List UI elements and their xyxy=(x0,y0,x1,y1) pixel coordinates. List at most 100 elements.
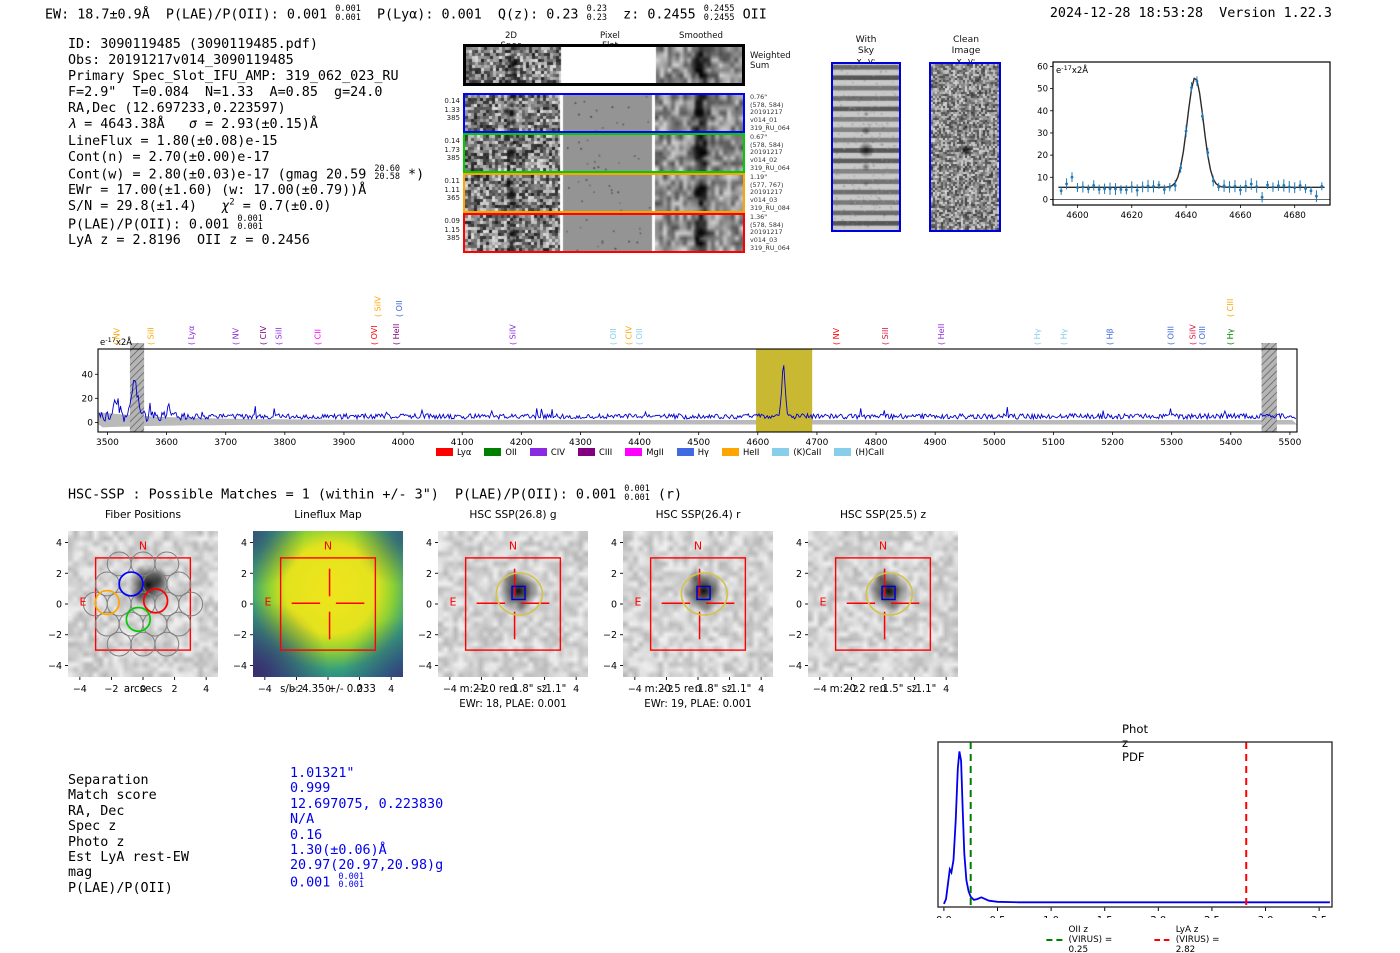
line-label-SiII: ( SiII xyxy=(147,327,156,345)
photz-title: Phot z PDF xyxy=(1122,722,1148,764)
x-tick-label: −4 xyxy=(73,684,87,695)
row-right-value: 0.67" xyxy=(750,133,768,141)
x-tick-label: 5200 xyxy=(1101,438,1124,448)
line-label-CIII: ( CIII xyxy=(1226,299,1235,317)
data-point xyxy=(1304,187,1307,190)
row-left-value: 0.14 xyxy=(444,97,460,105)
data-point xyxy=(1162,188,1166,191)
y-tick-label: −2 xyxy=(603,630,617,641)
legend-label: CIV xyxy=(550,447,565,457)
compass-east-label: E xyxy=(265,596,272,609)
x-tick-label: 0 xyxy=(880,684,886,695)
x-tick-label: 4000 xyxy=(392,438,415,448)
row-right-value: 319_RU_064 xyxy=(750,163,790,172)
cutout-caption-4-0: m:20.2 re:1.5" s:1.1" xyxy=(829,684,937,695)
exposure-row-0-image xyxy=(465,95,743,131)
x-tick-label: 0.5 xyxy=(990,915,1006,918)
fiber-circle xyxy=(178,591,204,617)
x-tick-label: 4 xyxy=(203,684,209,695)
match-value-0: 1.01321" xyxy=(290,766,355,781)
row-left-labels-3: 0.09 1.15 385 xyxy=(432,217,460,243)
y-tick-label: 60 xyxy=(1037,62,1048,72)
y-tick-label: 2 xyxy=(796,569,802,580)
hsc-matches-header: HSC-SSP : Possible Matches = 1 (within +… xyxy=(68,484,683,503)
data-point xyxy=(1103,187,1106,191)
photz-legend-item: OII z (VIRUS) = 0.25 xyxy=(1046,925,1116,953)
y-tick-label: −2 xyxy=(418,630,432,641)
flux-units-label: e-17x2Å xyxy=(1056,64,1088,76)
y-tick-label: 10 xyxy=(1037,173,1048,183)
x-tick-label: 4200 xyxy=(510,438,533,448)
clean-image-title-text: Clean Image xyxy=(951,34,981,56)
plot-border xyxy=(97,348,1298,433)
line-label-SiIV: ( SiIV xyxy=(1188,324,1197,345)
legend-label: (K)CaII xyxy=(793,447,822,457)
x-tick-label: 5500 xyxy=(1278,438,1301,448)
line-label-HeII: ( HeII xyxy=(937,324,946,345)
photz-pdf-curve xyxy=(943,751,1330,905)
compass-north-label: N xyxy=(139,539,147,552)
legend-label: MgII xyxy=(646,447,664,457)
row-right-labels-0: 0.76" (578, 584) 20191217 v014_01 319_RU_064 xyxy=(750,93,790,133)
legend-label: HeII xyxy=(743,447,760,457)
x-tick-label: −2 xyxy=(289,684,303,695)
data-point xyxy=(1114,187,1117,191)
line-label-Hβ: ( Hβ xyxy=(1106,328,1115,345)
stacked-fraction: 0.23 0.23 xyxy=(586,4,608,23)
row-right-value: v014_03 xyxy=(750,236,778,245)
row-left-labels-2: 0.11 1.11 365 xyxy=(432,177,460,203)
data-point xyxy=(1065,182,1068,186)
data-point xyxy=(1086,187,1090,191)
y-tick-label: −4 xyxy=(603,661,617,672)
x-tick-label: 3600 xyxy=(155,438,178,448)
with-sky-image xyxy=(831,62,901,232)
y-tick-label: 2 xyxy=(56,569,62,580)
data-point xyxy=(1266,183,1269,187)
legend-swatch xyxy=(834,448,852,456)
header-summary: EW: 18.7±0.9Å P(LAE)/P(OII): 0.001 0.001… xyxy=(45,4,767,23)
row-left-value: 385 xyxy=(446,154,460,163)
spectrum-line xyxy=(98,365,1297,423)
data-point xyxy=(1135,188,1139,192)
masked-region-band xyxy=(1261,343,1277,432)
info-line-3: F=2.9" T=0.084 N=1.33 A=0.85 g=24.0 xyxy=(68,85,383,101)
fiber-circle xyxy=(166,571,192,597)
data-point xyxy=(1260,195,1264,199)
compass-north-label: N xyxy=(509,539,517,552)
cutout-image-1 xyxy=(253,531,403,677)
line-label-SiII: ( SiII xyxy=(274,327,283,345)
cutout-caption-2-0: m:21.0 re:1.8" s:1.1" xyxy=(459,684,567,695)
x-tick-label: 3500 xyxy=(96,438,119,448)
info-line-2: Primary Spec_Slot_IFU_AMP: 319_062_023_R… xyxy=(68,69,399,85)
stacked-fraction: 0.2455 0.2455 xyxy=(703,4,735,23)
legend-swatch xyxy=(529,448,547,456)
data-point xyxy=(1222,184,1226,188)
cutout-overlay-1: −4 −4 −2 −2 0 0 2 2 4 4 N E xyxy=(233,538,394,695)
y-tick-label: 4 xyxy=(241,538,247,549)
plot-border xyxy=(1052,61,1331,206)
data-point xyxy=(1200,114,1204,118)
legend-swatch xyxy=(772,448,790,456)
row-right-value: 1.19" xyxy=(750,173,768,181)
gaussian-fit-line xyxy=(1058,77,1325,188)
catalog-aperture-ellipse xyxy=(680,572,729,616)
line-label-SiIV: ( SiIV xyxy=(508,324,517,345)
match-label-7: P(LAE)/P(OII) xyxy=(68,880,173,896)
data-point xyxy=(1076,186,1079,189)
cutout-overlay-2: −4 −4 −2 −2 0 0 2 2 4 4 N E xyxy=(418,538,579,695)
cutout-title-4: HSC SSP(25.5) z xyxy=(839,509,927,521)
extraction-box xyxy=(279,557,377,651)
row-left-value: 0.11 xyxy=(444,177,460,185)
match-value-5: 1.30(±0.06)Å xyxy=(290,843,387,859)
cutout-image-4 xyxy=(808,531,958,677)
match-table-values: 1.01321" 0.999 12.697075, 0.223830 N/A 0.16 1… xyxy=(290,766,443,891)
fiber-circle xyxy=(166,611,192,637)
y-tick-label: 2 xyxy=(241,569,247,580)
y-tick-label: 40 xyxy=(82,370,94,380)
compass-east-label: E xyxy=(820,596,827,609)
y-tick-label: 20 xyxy=(1037,151,1048,161)
row-left-value: 1.15 xyxy=(444,225,460,234)
y-tick-label: 2 xyxy=(611,569,617,580)
dashed-line-swatch xyxy=(1046,939,1063,941)
line-label-OII: ( OII xyxy=(635,328,644,345)
